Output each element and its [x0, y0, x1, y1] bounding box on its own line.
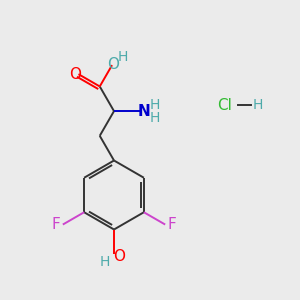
- Text: H: H: [100, 255, 110, 268]
- Text: F: F: [52, 217, 61, 232]
- Text: Cl: Cl: [218, 98, 232, 112]
- Text: H: H: [150, 98, 160, 112]
- Text: F: F: [167, 217, 176, 232]
- Text: H: H: [253, 98, 263, 112]
- Text: N: N: [138, 103, 150, 118]
- Text: H: H: [117, 50, 128, 64]
- Text: H: H: [150, 111, 160, 125]
- Text: O: O: [69, 67, 81, 82]
- Text: O: O: [108, 57, 120, 72]
- Text: O: O: [113, 249, 125, 264]
